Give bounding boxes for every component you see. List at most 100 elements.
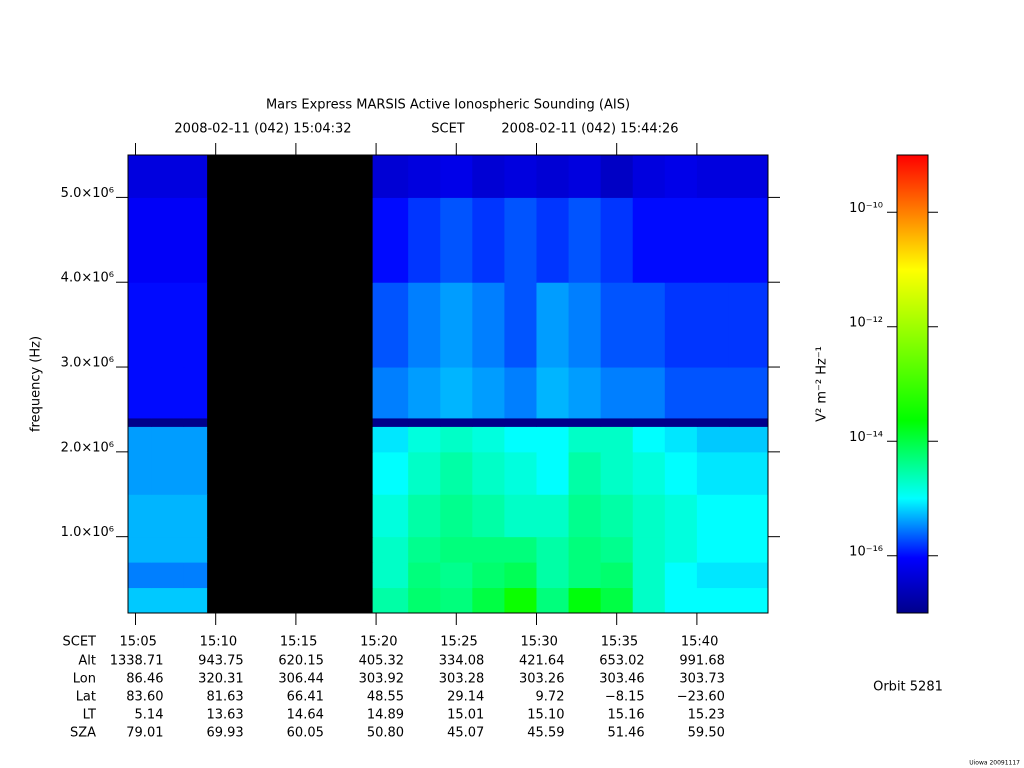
cell — [504, 562, 537, 589]
data-gap — [207, 426, 374, 453]
table-cell: 303.92 — [359, 672, 405, 687]
x-tick-label: 15:15 — [280, 635, 317, 650]
cell — [728, 282, 769, 368]
table-row-label: Lon — [73, 672, 96, 687]
cell — [151, 494, 185, 538]
x-tick-label: 15:35 — [601, 635, 638, 650]
cell — [151, 562, 185, 589]
y-tick-label: 4.0×10⁶ — [61, 271, 114, 286]
cell — [536, 494, 570, 538]
cell — [728, 426, 769, 453]
cell — [372, 494, 409, 538]
cell — [504, 587, 537, 614]
cell — [128, 417, 153, 427]
cell — [504, 451, 537, 495]
cell — [600, 451, 634, 495]
cell — [632, 451, 666, 495]
cell — [568, 367, 602, 419]
table-cell: 943.75 — [198, 654, 244, 669]
cell — [408, 536, 441, 563]
cell — [696, 155, 730, 198]
table-row-label: Lat — [76, 690, 96, 705]
data-gap — [207, 417, 374, 427]
table-row-label: SZA — [70, 726, 96, 741]
cell — [728, 367, 769, 419]
cell — [183, 197, 208, 283]
cell — [504, 536, 537, 563]
cell — [536, 451, 570, 495]
cell — [632, 155, 666, 198]
cell — [440, 562, 473, 589]
cell — [632, 494, 666, 538]
cell — [128, 494, 153, 538]
table-cell: 51.46 — [607, 726, 644, 741]
cell — [440, 417, 473, 427]
cell — [664, 494, 698, 538]
cell — [151, 282, 185, 368]
table-cell: 86.46 — [126, 672, 163, 687]
table-cell: 15.16 — [607, 708, 644, 723]
cell — [151, 197, 185, 283]
cell — [151, 536, 185, 563]
table-cell: 303.28 — [439, 672, 485, 687]
colorbar-label: V² m⁻² Hz⁻¹ — [815, 346, 830, 422]
y-axis-label: frequency (Hz) — [29, 336, 44, 432]
cell — [568, 451, 602, 495]
cell — [664, 417, 698, 427]
cell — [128, 562, 153, 589]
cell — [536, 367, 570, 419]
cell — [440, 197, 473, 283]
cell — [536, 417, 570, 427]
subtitle-end: 2008-02-11 (042) 15:44:26 — [501, 122, 678, 137]
data-gap — [207, 562, 374, 589]
cell — [408, 155, 441, 198]
table-cell: 69.93 — [206, 726, 243, 741]
table-cell: 306.44 — [278, 672, 324, 687]
table-cell: 405.32 — [359, 654, 405, 669]
data-gap — [207, 536, 374, 563]
cell — [632, 282, 666, 368]
cell — [504, 494, 537, 538]
data-gap — [207, 282, 374, 368]
table-cell: 9.72 — [536, 690, 565, 705]
cell — [568, 197, 602, 283]
cell — [504, 426, 537, 453]
cell — [504, 367, 537, 419]
cell — [472, 155, 505, 198]
cell — [372, 562, 409, 589]
cell — [728, 494, 769, 538]
data-gap — [207, 197, 374, 283]
orbit-label: Orbit 5281 — [873, 680, 943, 695]
cell — [128, 367, 153, 419]
cell — [600, 587, 634, 614]
cell — [696, 282, 730, 368]
colorbar-tick-label: 10⁻¹⁴ — [849, 430, 883, 445]
table-cell: 13.63 — [206, 708, 243, 723]
y-tick-label: 3.0×10⁶ — [61, 356, 114, 371]
cell — [183, 587, 208, 614]
cell — [728, 417, 769, 427]
table-cell: 334.08 — [439, 654, 485, 669]
cell — [472, 562, 505, 589]
cell — [183, 282, 208, 368]
cell — [372, 155, 409, 198]
y-tick-label: 2.0×10⁶ — [61, 440, 114, 455]
cell — [408, 562, 441, 589]
cell — [183, 417, 208, 427]
table-cell: 50.80 — [367, 726, 404, 741]
table-row-label: LT — [83, 708, 96, 723]
data-gap — [207, 155, 374, 198]
cell — [600, 417, 634, 427]
table-cell: 1338.71 — [110, 654, 164, 669]
cell — [568, 494, 602, 538]
table-cell: 303.26 — [519, 672, 565, 687]
cell — [632, 587, 666, 614]
cell — [568, 587, 602, 614]
table-cell: 320.31 — [198, 672, 244, 687]
cell — [664, 197, 698, 283]
table-cell: 83.60 — [126, 690, 163, 705]
cell — [440, 282, 473, 368]
cell — [664, 282, 698, 368]
cell — [151, 426, 185, 453]
cell — [440, 536, 473, 563]
